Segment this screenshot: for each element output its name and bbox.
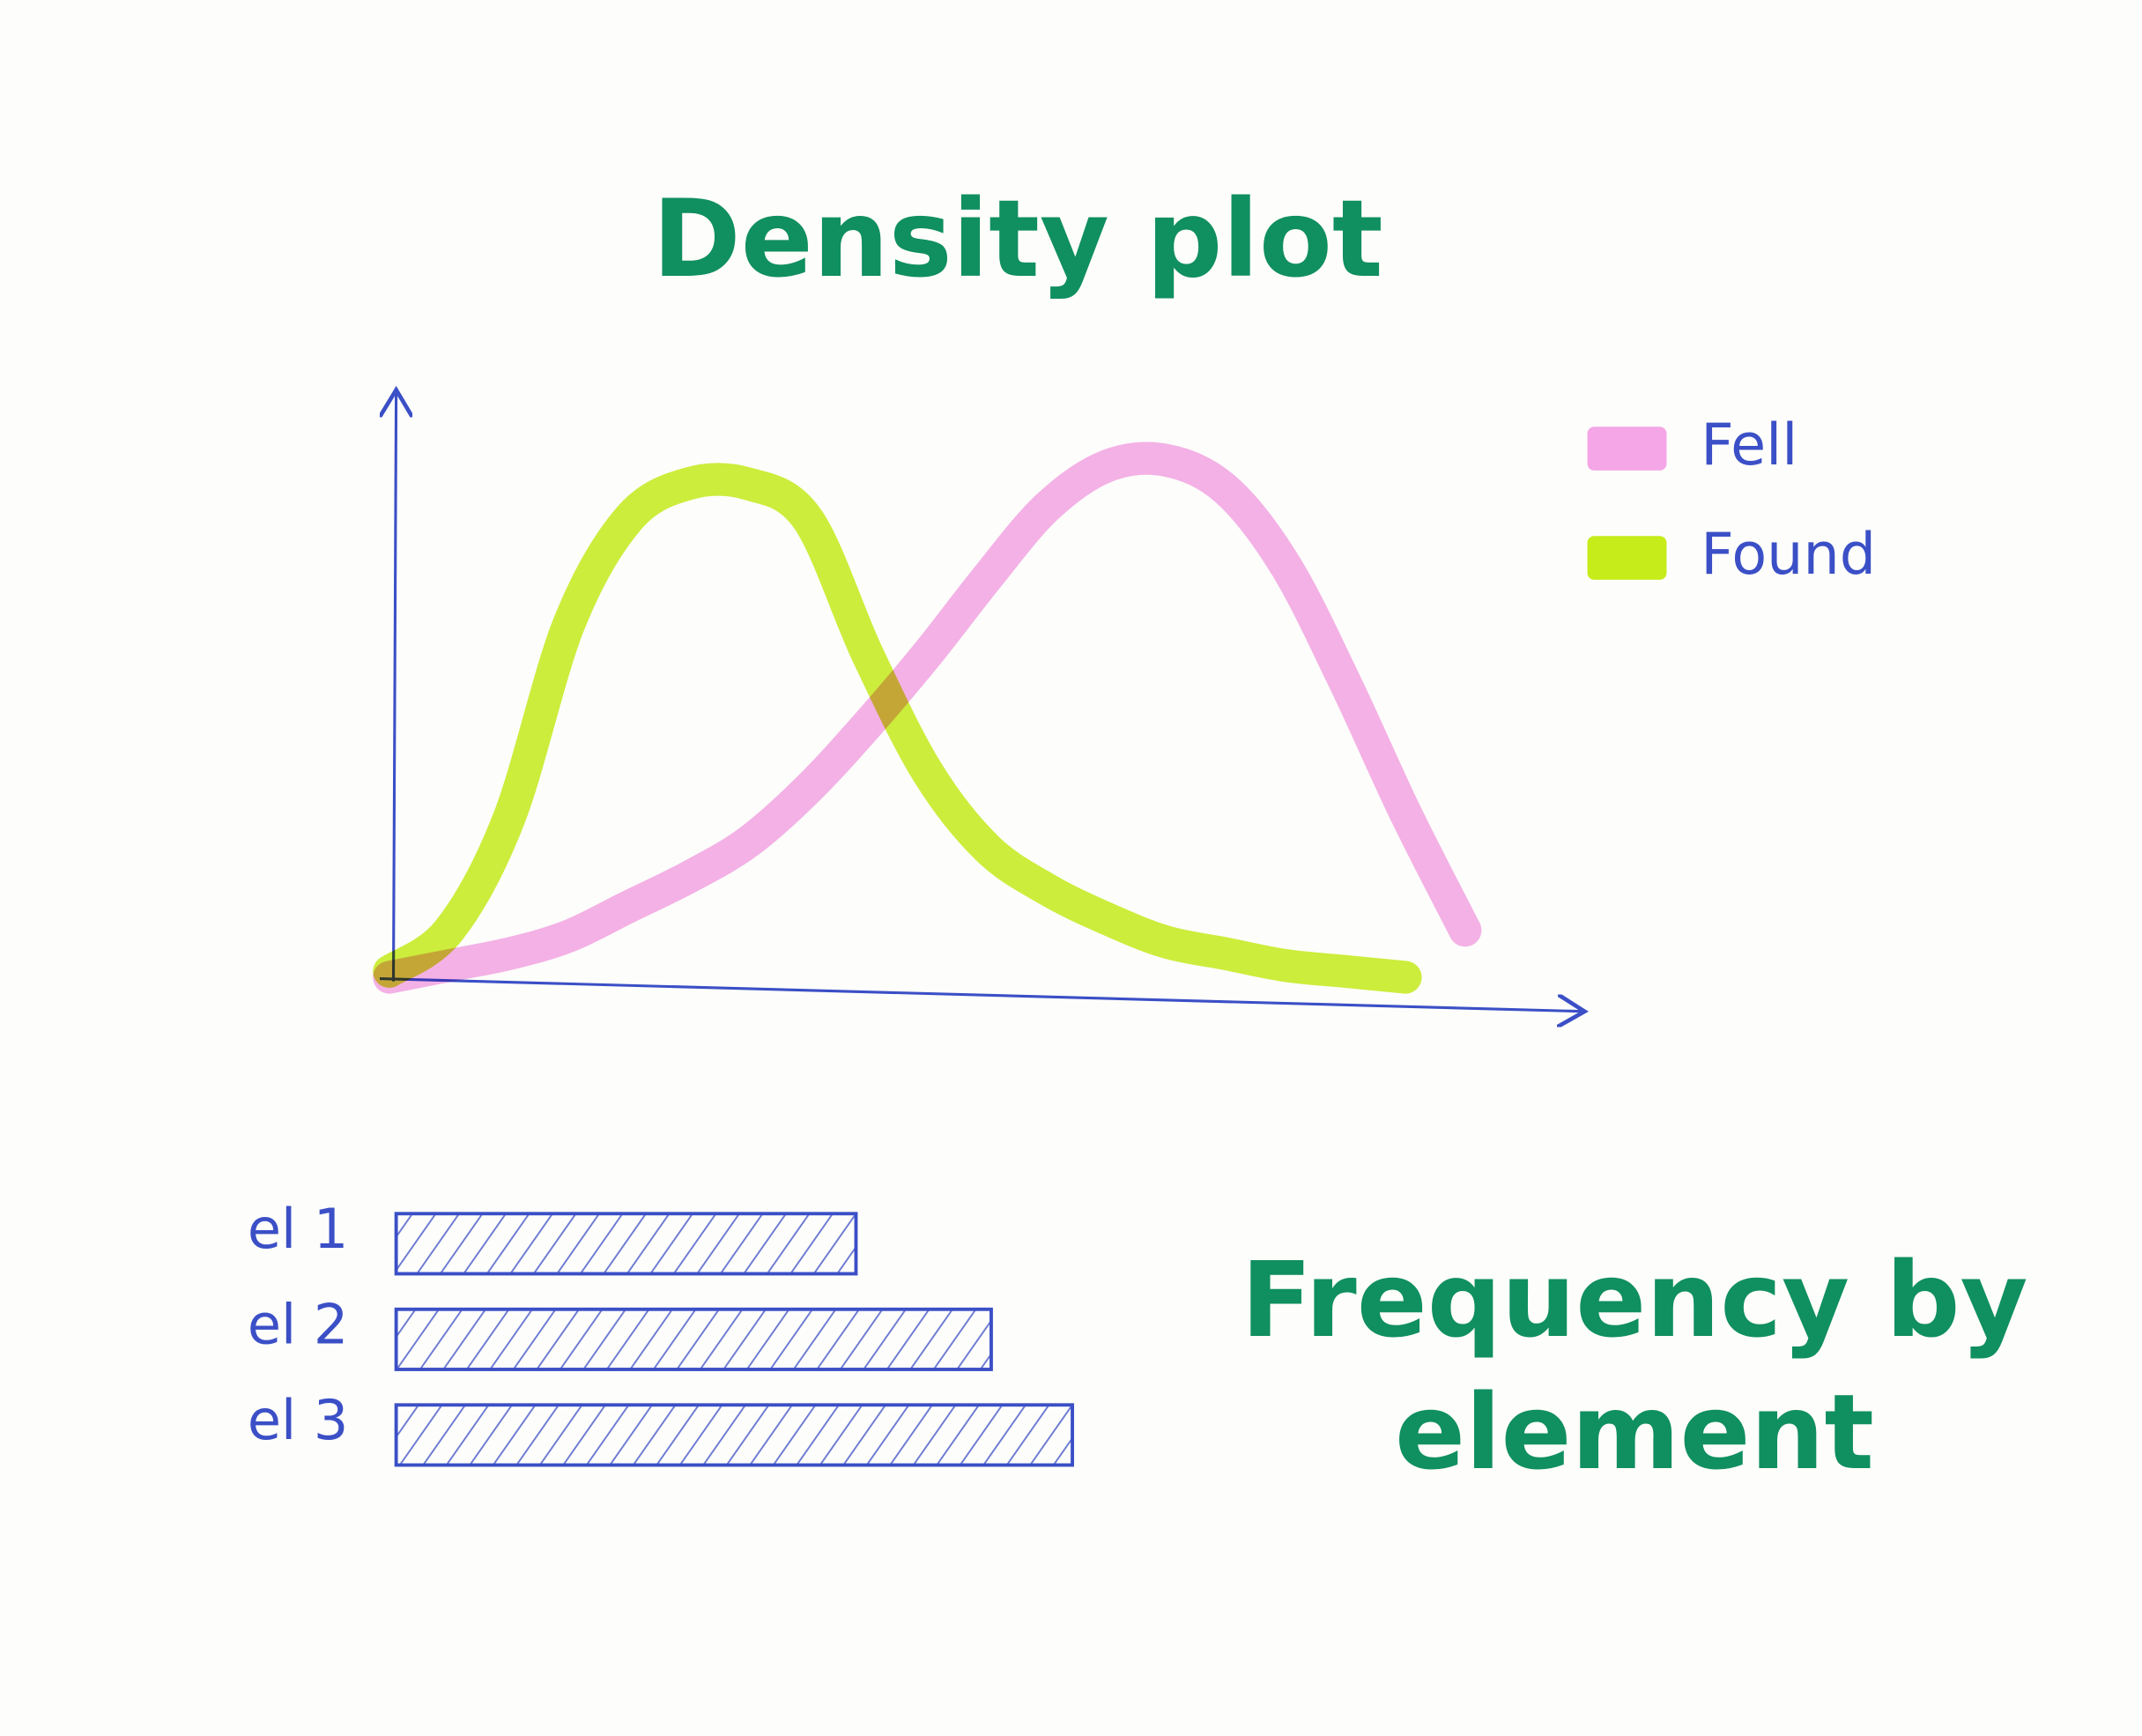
y-tick-label: el 1: [248, 1197, 349, 1261]
chart-title: Density plot: [652, 177, 1382, 301]
x-axis: [379, 977, 1584, 1012]
density-curve: [373, 441, 1482, 994]
legend-label: Fell: [1701, 412, 1797, 479]
legend-swatch: [1587, 427, 1667, 471]
y-tick-label: el 3: [248, 1388, 349, 1452]
y-axis: [394, 389, 397, 982]
density-curve: [373, 463, 1422, 994]
bar: [394, 1307, 993, 1371]
bar: [394, 1403, 1074, 1467]
bar: [394, 1212, 858, 1276]
legend-swatch: [1587, 536, 1667, 580]
chart-title: Frequency by element: [1241, 1239, 2028, 1493]
legend-label: Found: [1701, 522, 1876, 588]
y-tick-label: el 2: [248, 1293, 349, 1357]
